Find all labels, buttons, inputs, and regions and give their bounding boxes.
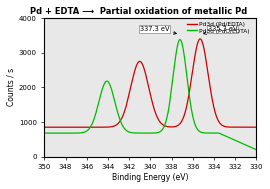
Legend: Pd3d (Pd/EDTA), Pd3d (PdO/EDTA): Pd3d (Pd/EDTA), Pd3d (PdO/EDTA)	[185, 21, 251, 35]
Text: Pd + EDTA ⟶  Partial oxidation of metallic Pd: Pd + EDTA ⟶ Partial oxidation of metalli…	[29, 7, 247, 16]
Text: 335.3 eV: 335.3 eV	[204, 26, 237, 34]
Y-axis label: Counts / s: Counts / s	[7, 68, 16, 106]
Text: 337.3 eV: 337.3 eV	[140, 26, 176, 34]
X-axis label: Binding Energy (eV): Binding Energy (eV)	[112, 173, 188, 182]
